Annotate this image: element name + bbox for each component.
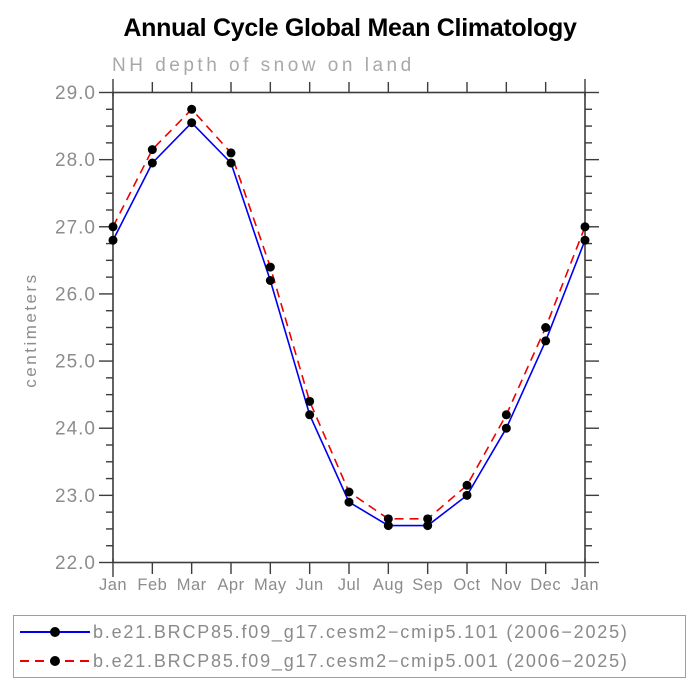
plot-border <box>112 91 586 564</box>
x-axis-tick-labels: Jan Feb Mar Apr May Jun Jul Aug Sep Oct Nov Dec Jan <box>99 576 599 594</box>
data-point-marker <box>423 514 433 524</box>
data-point-marker <box>265 276 275 285</box>
climatology-line-chart: 22.0 23.0 24.0 25.0 26.0 27.0 28.0 29.0 Jan Feb Ma… <box>21 79 599 594</box>
data-point-marker <box>541 336 551 346</box>
data-point-marker <box>423 521 433 531</box>
data-point-marker <box>462 490 472 500</box>
x-tick-label: Sep <box>412 576 443 594</box>
blue-solid-line-marker-icon <box>20 626 90 637</box>
legend-entry-cmip5-001: b.e21.BRCP85.f09_g17.cesm2−cmip5.001 (20… <box>14 647 685 675</box>
data-point-marker <box>187 118 197 128</box>
data-point-marker <box>226 158 236 168</box>
data-point-marker <box>541 323 551 332</box>
data-point-marker <box>462 480 472 490</box>
data-point-marker <box>147 145 157 155</box>
data-point-marker <box>501 423 511 433</box>
chart-subtitle: NH depth of snow on land <box>112 55 415 76</box>
y-tick-label: 24.0 <box>55 419 96 440</box>
series-line-001 <box>112 108 586 520</box>
data-point-marker <box>580 235 590 245</box>
data-point-marker <box>383 514 393 524</box>
data-point-marker <box>501 410 511 420</box>
x-tick-label: Jun <box>296 576 324 594</box>
series-line-101 <box>112 121 586 527</box>
legend-label: b.e21.BRCP85.f09_g17.cesm2−cmip5.001 (20… <box>93 651 629 672</box>
x-tick-label: Jul <box>338 576 361 594</box>
x-tick-label: Feb <box>137 576 167 594</box>
data-point-marker <box>344 497 354 507</box>
data-point-marker <box>147 158 157 168</box>
data-point-marker <box>580 222 590 232</box>
y-tick-label: 28.0 <box>55 150 96 171</box>
legend-entry-cmip5-101: b.e21.BRCP85.f09_g17.cesm2−cmip5.101 (20… <box>14 618 685 646</box>
x-tick-label: Dec <box>530 576 561 594</box>
x-tick-label: Jan <box>571 576 599 594</box>
y-tick-label: 27.0 <box>55 217 96 238</box>
chart-title: Annual Cycle Global Mean Climatology <box>123 14 577 42</box>
legend-label: b.e21.BRCP85.f09_g17.cesm2−cmip5.101 (20… <box>93 621 629 642</box>
y-tick-label: 29.0 <box>55 83 96 104</box>
x-tick-label: Aug <box>373 576 404 594</box>
axis-ticks <box>99 79 599 577</box>
data-point-marker <box>383 521 393 531</box>
x-tick-label: Nov <box>491 576 522 594</box>
y-tick-label: 22.0 <box>55 553 96 574</box>
x-tick-label: Jan <box>99 576 127 594</box>
y-axis-title: centimeters <box>21 272 40 387</box>
data-point-marker <box>305 410 315 420</box>
data-point-marker <box>187 104 197 114</box>
data-point-marker <box>305 396 315 406</box>
series-markers <box>108 104 590 524</box>
x-tick-label: Apr <box>217 576 244 594</box>
red-dashed-line-marker-icon <box>20 656 90 667</box>
x-tick-label: Mar <box>177 576 207 594</box>
data-point-marker <box>108 235 118 245</box>
y-tick-label: 23.0 <box>55 486 96 507</box>
legend: b.e21.BRCP85.f09_g17.cesm2−cmip5.101 (20… <box>13 615 686 678</box>
x-tick-label: Oct <box>453 576 480 594</box>
data-point-marker <box>108 222 118 232</box>
data-point-marker <box>226 148 236 158</box>
data-point-marker <box>265 262 275 272</box>
y-tick-label: 25.0 <box>55 352 96 373</box>
x-tick-label: May <box>254 576 287 594</box>
y-axis-tick-labels: 22.0 23.0 24.0 25.0 26.0 27.0 28.0 29.0 <box>55 83 96 574</box>
data-point-marker <box>344 487 354 497</box>
series-markers <box>108 118 590 531</box>
y-tick-label: 26.0 <box>55 284 96 305</box>
